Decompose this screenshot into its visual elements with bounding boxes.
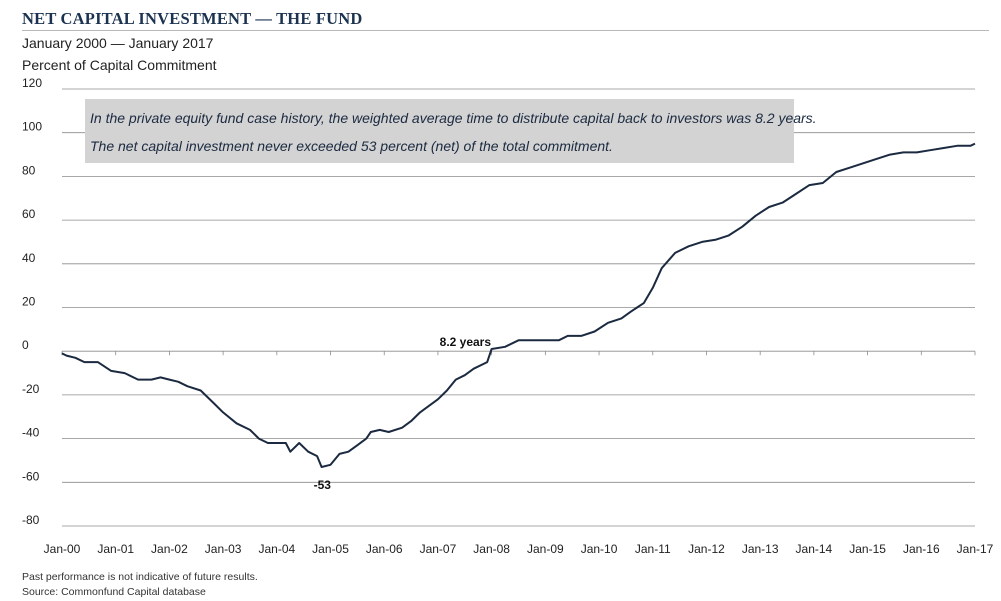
gridlines bbox=[61, 88, 976, 527]
y-tick-label: 100 bbox=[22, 120, 42, 134]
x-tick-label: Jan-14 bbox=[796, 542, 833, 556]
x-tick-label: Jan-02 bbox=[151, 542, 188, 556]
x-axis-ticks: Jan-00 Jan-01 Jan-02 Jan-03 Jan-04 Jan-05 Jan-… bbox=[44, 542, 994, 556]
chart-title: NET CAPITAL INVESTMENT — THE FUND bbox=[22, 9, 363, 28]
chart-subtitle-date-range: January 2000 — January 2017 bbox=[22, 35, 214, 51]
y-tick-label: -20 bbox=[22, 382, 40, 396]
disclaimer-note: Past performance is not indicative of fu… bbox=[22, 571, 258, 583]
title-divider bbox=[22, 30, 989, 31]
y-tick-label: 60 bbox=[22, 207, 36, 221]
x-tick-label: Jan-15 bbox=[849, 542, 886, 556]
label-8-2-years: 8.2 years bbox=[440, 335, 492, 349]
x-tick-label: Jan-08 bbox=[473, 542, 510, 556]
x-tick-label: Jan-06 bbox=[366, 542, 403, 556]
y-tick-label: 120 bbox=[22, 76, 42, 90]
y-axis-ticks: 120 100 80 60 40 20 0 -20 -40 -60 -80 bbox=[22, 76, 42, 527]
annotation-text-line-1: In the private equity fund case history,… bbox=[90, 110, 817, 126]
y-tick-label: -60 bbox=[22, 469, 40, 483]
x-tick-label: Jan-07 bbox=[420, 542, 457, 556]
x-tick-label: Jan-12 bbox=[688, 542, 725, 556]
y-tick-label: 0 bbox=[22, 338, 29, 352]
y-tick-label: 80 bbox=[22, 163, 36, 177]
series-layer bbox=[61, 142, 976, 468]
annotation-text-line-2: The net capital investment never exceede… bbox=[90, 138, 613, 154]
data-labels: 8.2 years -53 bbox=[314, 335, 492, 492]
x-tick-label: Jan-09 bbox=[527, 542, 564, 556]
x-tick-label: Jan-16 bbox=[903, 542, 940, 556]
x-tick-label: Jan-11 bbox=[635, 542, 671, 556]
x-tick-label: Jan-04 bbox=[258, 542, 295, 556]
annotation-box bbox=[85, 99, 794, 163]
y-tick-label: 20 bbox=[22, 295, 36, 309]
x-tick-label: Jan-00 bbox=[44, 542, 81, 556]
y-tick-label: -80 bbox=[22, 513, 40, 527]
x-tick-label: Jan-17 bbox=[957, 542, 994, 556]
y-tick-label: -40 bbox=[22, 426, 40, 440]
x-tick-label: Jan-10 bbox=[581, 542, 618, 556]
x-tick-label: Jan-01 bbox=[97, 542, 134, 556]
x-tick-label: Jan-05 bbox=[312, 542, 349, 556]
label-min-53: -53 bbox=[314, 478, 332, 492]
series-line-net-capital bbox=[61, 142, 976, 468]
x-tick-label: Jan-13 bbox=[742, 542, 779, 556]
source-note: Source: Commonfund Capital database bbox=[22, 586, 206, 598]
annotation-box-group: In the private equity fund case history,… bbox=[85, 99, 817, 163]
x-tick-label: Jan-03 bbox=[205, 542, 242, 556]
y-tick-label: 40 bbox=[22, 251, 36, 265]
chart-subtitle-units: Percent of Capital Commitment bbox=[22, 57, 217, 73]
